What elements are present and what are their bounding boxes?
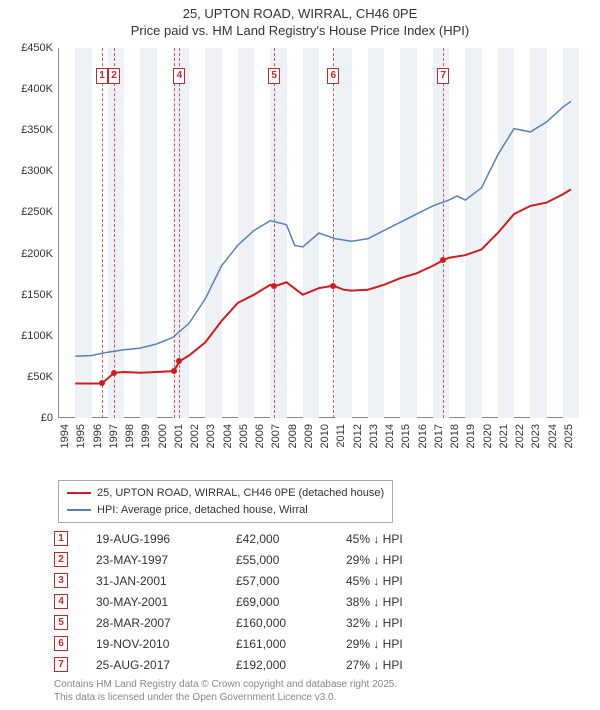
- footer-line-1: Contains HM Land Registry data © Crown c…: [54, 679, 397, 692]
- row-delta: 38% ↓ HPI: [346, 595, 456, 609]
- y-tick-label: £300K: [9, 165, 53, 177]
- title-line-2: Price paid vs. HM Land Registry's House …: [0, 23, 600, 40]
- row-date: 19-AUG-1996: [96, 532, 236, 546]
- legend-label: 25, UPTON ROAD, WIRRAL, CH46 0PE (detach…: [97, 485, 384, 502]
- row-date: 28-MAR-2007: [96, 616, 236, 630]
- line-layer: [59, 48, 579, 418]
- row-date: 19-NOV-2010: [96, 637, 236, 651]
- event-label: 7: [437, 68, 449, 84]
- table-row: 2 23-MAY-1997£55,00029% ↓ HPI: [54, 549, 456, 570]
- event-label: 1: [96, 68, 108, 84]
- table-row: 6 19-NOV-2010£161,00029% ↓ HPI: [54, 633, 456, 654]
- y-tick-label: £0: [9, 412, 53, 424]
- row-num-badge: 3: [54, 573, 68, 588]
- row-price: £160,000: [236, 616, 346, 630]
- row-price: £57,000: [236, 574, 346, 588]
- chart-title: 25, UPTON ROAD, WIRRAL, CH46 0PE Price p…: [0, 0, 600, 40]
- y-tick-label: £150K: [9, 289, 53, 301]
- row-num-badge: 4: [54, 594, 68, 609]
- legend-item: HPI: Average price, detached house, Wirr…: [67, 502, 384, 519]
- row-num-badge: 1: [54, 531, 68, 546]
- row-delta: 27% ↓ HPI: [346, 658, 456, 672]
- y-tick-label: £250K: [9, 206, 53, 218]
- plot-region: £0£50K£100K£150K£200K£250K£300K£350K£400…: [58, 48, 578, 418]
- series-price_paid: [75, 189, 571, 383]
- y-tick-label: £350K: [9, 124, 53, 136]
- row-delta: 32% ↓ HPI: [346, 616, 456, 630]
- row-date: 25-AUG-2017: [96, 658, 236, 672]
- y-tick-label: £200K: [9, 248, 53, 260]
- event-dot: [99, 380, 105, 386]
- legend-swatch: [67, 492, 91, 494]
- table-row: 3 31-JAN-2001£57,00045% ↓ HPI: [54, 570, 456, 591]
- event-label: 6: [327, 68, 339, 84]
- row-price: £192,000: [236, 658, 346, 672]
- legend-swatch: [67, 509, 91, 511]
- table-row: 5 28-MAR-2007£160,00032% ↓ HPI: [54, 612, 456, 633]
- table-row: 4 30-MAY-2001£69,00038% ↓ HPI: [54, 591, 456, 612]
- table-row: 7 25-AUG-2017£192,00027% ↓ HPI: [54, 654, 456, 675]
- row-price: £161,000: [236, 637, 346, 651]
- row-price: £69,000: [236, 595, 346, 609]
- row-delta: 29% ↓ HPI: [346, 637, 456, 651]
- row-delta: 29% ↓ HPI: [346, 553, 456, 567]
- event-label: 2: [108, 68, 120, 84]
- footer-line-2: This data is licensed under the Open Gov…: [54, 692, 397, 705]
- legend-item: 25, UPTON ROAD, WIRRAL, CH46 0PE (detach…: [67, 485, 384, 502]
- row-date: 23-MAY-1997: [96, 553, 236, 567]
- legend: 25, UPTON ROAD, WIRRAL, CH46 0PE (detach…: [58, 480, 393, 523]
- row-price: £42,000: [236, 532, 346, 546]
- y-tick-label: £400K: [9, 83, 53, 95]
- event-label: 5: [268, 68, 280, 84]
- row-price: £55,000: [236, 553, 346, 567]
- legend-label: HPI: Average price, detached house, Wirr…: [97, 502, 308, 519]
- y-tick-label: £450K: [9, 42, 53, 54]
- event-label: 4: [173, 68, 185, 84]
- table-row: 1 19-AUG-1996£42,00045% ↓ HPI: [54, 528, 456, 549]
- event-dot: [271, 283, 277, 289]
- event-dot: [440, 257, 446, 263]
- series-hpi: [75, 101, 571, 356]
- chart-area: £0£50K£100K£150K£200K£250K£300K£350K£400…: [58, 48, 578, 438]
- row-num-badge: 5: [54, 615, 68, 630]
- row-delta: 45% ↓ HPI: [346, 532, 456, 546]
- event-dot: [171, 368, 177, 374]
- event-dot: [176, 358, 182, 364]
- row-date: 31-JAN-2001: [96, 574, 236, 588]
- row-num-badge: 6: [54, 636, 68, 651]
- row-delta: 45% ↓ HPI: [346, 574, 456, 588]
- y-tick-label: £50K: [9, 371, 53, 383]
- event-dot: [111, 370, 117, 376]
- y-tick-label: £100K: [9, 330, 53, 342]
- title-line-1: 25, UPTON ROAD, WIRRAL, CH46 0PE: [0, 6, 600, 23]
- row-num-badge: 2: [54, 552, 68, 567]
- footer-attribution: Contains HM Land Registry data © Crown c…: [54, 679, 397, 704]
- event-dot: [330, 283, 336, 289]
- row-date: 30-MAY-2001: [96, 595, 236, 609]
- transaction-table: 119-AUG-1996£42,00045% ↓ HPI223-MAY-1997…: [54, 528, 456, 675]
- row-num-badge: 7: [54, 657, 68, 672]
